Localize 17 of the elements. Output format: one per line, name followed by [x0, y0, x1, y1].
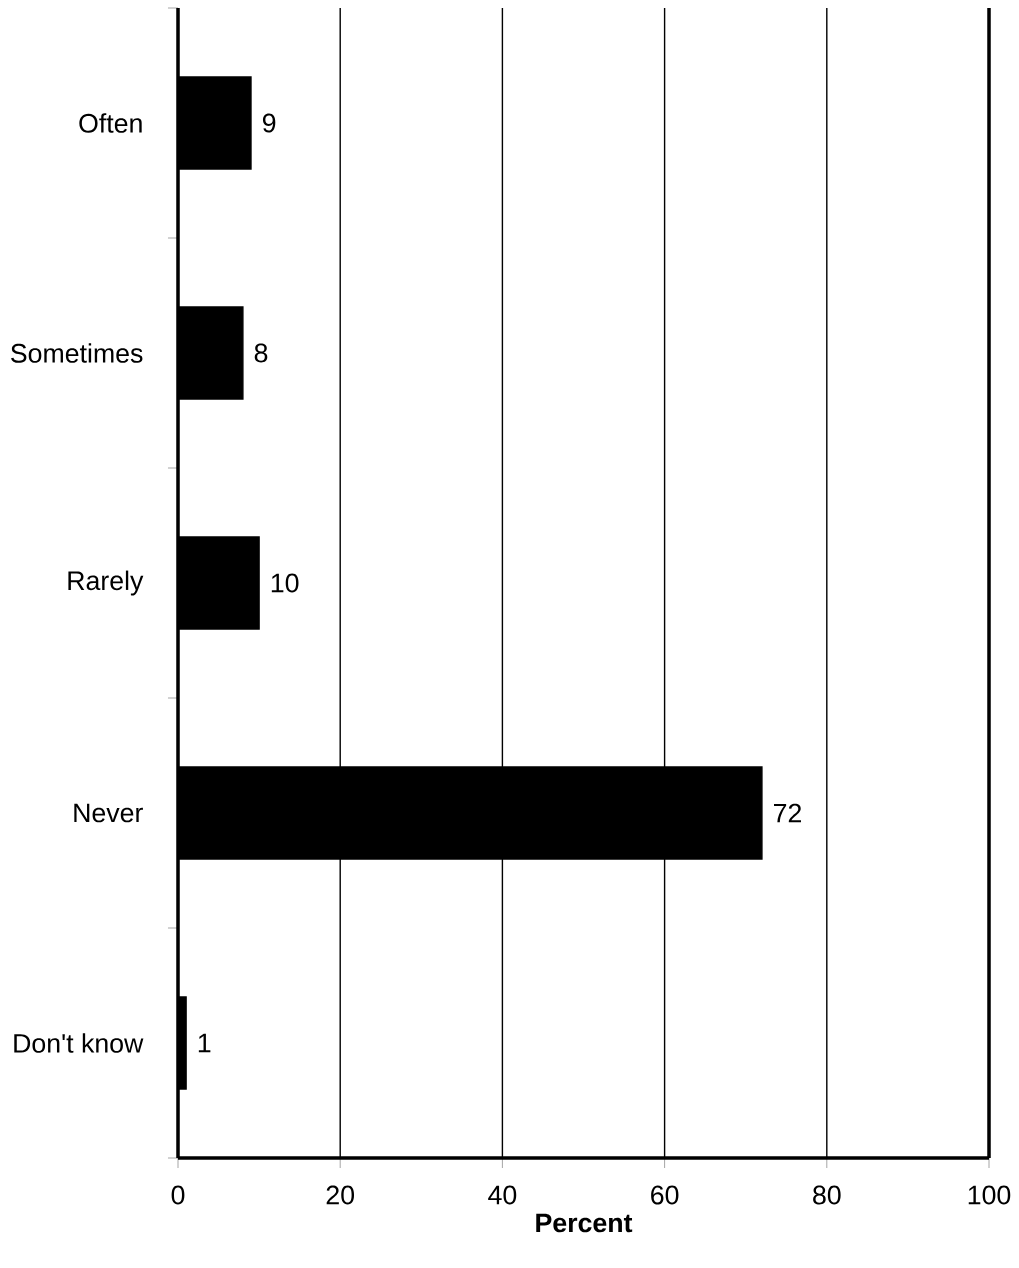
data-label: 8	[254, 343, 268, 363]
x-tick-label: 20	[326, 1185, 355, 1205]
data-label: 9	[262, 113, 276, 133]
y-tick-label: Rarely	[68, 570, 144, 596]
y-tick-label: Sometimes	[11, 343, 143, 363]
data-label: 10	[271, 573, 299, 593]
data-label: 72	[774, 803, 801, 823]
x-tick-label: 100	[968, 1185, 1011, 1205]
x-tick-label: 60	[651, 1185, 679, 1205]
y-tick-label: Often	[79, 113, 142, 133]
y-tick-label: Don't know	[14, 1033, 144, 1053]
data-label: 1	[198, 1033, 211, 1053]
x-tick-label: 40	[488, 1185, 517, 1205]
x-axis-title: Percent	[536, 1213, 633, 1233]
x-tick-label: 0	[171, 1185, 185, 1205]
x-tick-label: 80	[813, 1185, 841, 1205]
y-tick-label: Never	[74, 803, 143, 823]
